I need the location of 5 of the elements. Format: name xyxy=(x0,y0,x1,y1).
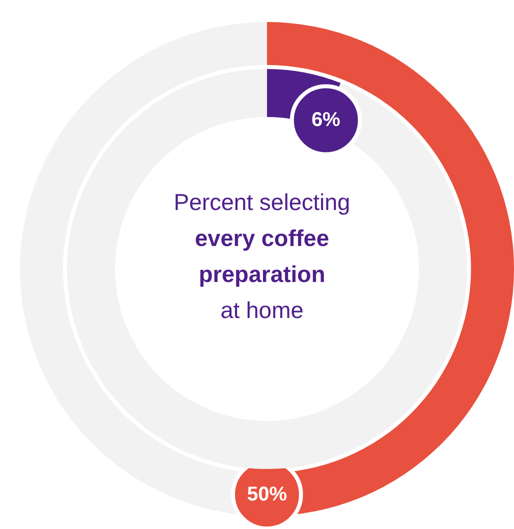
data-label: 50% xyxy=(246,484,288,506)
text: Percent selecting xyxy=(172,188,352,217)
text: at home xyxy=(219,296,305,325)
donut-slice xyxy=(67,69,467,469)
data-label: 6% xyxy=(311,109,341,132)
